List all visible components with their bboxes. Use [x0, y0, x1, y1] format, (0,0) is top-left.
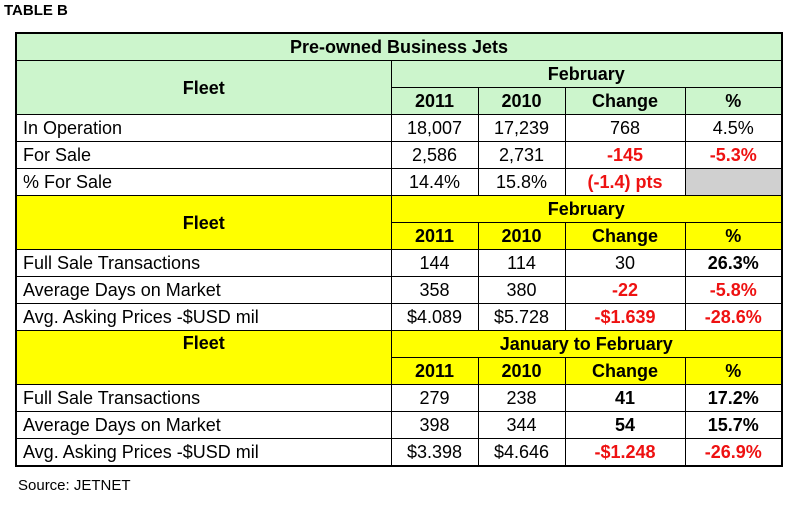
- row-label: Average Days on Market: [15, 276, 392, 304]
- row-label: Average Days on Market: [15, 411, 392, 439]
- col-header-change: Change: [564, 357, 686, 385]
- cell-2010: 15.8%: [477, 168, 566, 196]
- cell-pct-empty: [684, 168, 783, 196]
- col-header-2010: 2010: [477, 222, 566, 250]
- section-2-period: February: [390, 195, 783, 223]
- cell-2010: 17,239: [477, 114, 566, 142]
- col-header-pct: %: [684, 87, 783, 115]
- cell-pct: -5.3%: [684, 141, 783, 169]
- table-row: In Operation 18,007 17,239 768 4.5%: [15, 114, 783, 142]
- table-row: Full Sale Transactions 279 238 41 17.2%: [15, 384, 783, 412]
- cell-pct: 15.7%: [684, 411, 783, 439]
- col-header-2011: 2011: [390, 87, 479, 115]
- row-label: % For Sale: [15, 168, 392, 196]
- cell-change: -145: [564, 141, 686, 169]
- cell-change: (-1.4) pts: [564, 168, 686, 196]
- col-header-change: Change: [564, 222, 686, 250]
- cell-change: 41: [564, 384, 686, 412]
- cell-2011: $4.089: [390, 303, 479, 331]
- cell-2011: 358: [390, 276, 479, 304]
- section-2-header-row: Fleet February: [15, 195, 783, 250]
- row-label: Avg. Asking Prices -$USD mil: [15, 438, 392, 467]
- col-header-pct: %: [684, 222, 783, 250]
- source-note: Source: JETNET: [18, 477, 131, 494]
- table-row: Average Days on Market 358 380 -22 -5.8%: [15, 276, 783, 304]
- cell-2011: 398: [390, 411, 479, 439]
- row-label: Full Sale Transactions: [15, 249, 392, 277]
- section-3-period: January to February: [390, 330, 783, 358]
- cell-pct: -5.8%: [684, 276, 783, 304]
- table-row: Full Sale Transactions 144 114 30 26.3%: [15, 249, 783, 277]
- table-title: Pre-owned Business Jets: [15, 32, 783, 61]
- section-1-fleet-header: Fleet: [15, 60, 392, 115]
- cell-2011: 2,586: [390, 141, 479, 169]
- cell-2010: $4.646: [477, 438, 566, 467]
- cell-2011: 14.4%: [390, 168, 479, 196]
- col-header-change: Change: [564, 87, 686, 115]
- cell-2010: 238: [477, 384, 566, 412]
- jets-table: Pre-owned Business Jets Fleet February 2…: [15, 32, 784, 467]
- section-3-columns-row: 2011 2010 Change %: [16, 357, 783, 385]
- cell-2010: $5.728: [477, 303, 566, 331]
- section-1-header-row: Fleet February: [15, 60, 783, 115]
- table-label: TABLE B: [4, 2, 68, 19]
- col-header-pct: %: [684, 357, 783, 385]
- cell-2011: 18,007: [390, 114, 479, 142]
- cell-pct: 4.5%: [684, 114, 783, 142]
- col-header-2010: 2010: [477, 357, 566, 385]
- row-label: For Sale: [15, 141, 392, 169]
- section-1-period: February: [390, 60, 783, 88]
- cell-change: 768: [564, 114, 686, 142]
- section-2-fleet-header: Fleet: [15, 195, 392, 250]
- row-label: Avg. Asking Prices -$USD mil: [15, 303, 392, 331]
- cell-2011: 144: [390, 249, 479, 277]
- cell-pct: 17.2%: [684, 384, 783, 412]
- col-header-2010: 2010: [477, 87, 566, 115]
- table-row: Average Days on Market 398 344 54 15.7%: [15, 411, 783, 439]
- cell-change: -$1.639: [564, 303, 686, 331]
- cell-pct: 26.3%: [684, 249, 783, 277]
- row-label: In Operation: [15, 114, 392, 142]
- cell-change: -22: [564, 276, 686, 304]
- cell-pct: -26.9%: [684, 438, 783, 467]
- cell-2011: $3.398: [390, 438, 479, 467]
- table-row: Avg. Asking Prices -$USD mil $3.398 $4.6…: [15, 438, 783, 467]
- table-row: % For Sale 14.4% 15.8% (-1.4) pts: [15, 168, 783, 196]
- cell-2010: 380: [477, 276, 566, 304]
- cell-2010: 2,731: [477, 141, 566, 169]
- row-label: Full Sale Transactions: [15, 384, 392, 412]
- col-header-2011: 2011: [390, 357, 479, 385]
- cell-2010: 344: [477, 411, 566, 439]
- cell-change: 30: [564, 249, 686, 277]
- title-row: Pre-owned Business Jets: [15, 32, 783, 61]
- cell-2011: 279: [390, 384, 479, 412]
- section-3-fleet-header: Fleet: [15, 330, 392, 385]
- table-row: Avg. Asking Prices -$USD mil $4.089 $5.7…: [15, 303, 783, 331]
- col-header-2011: 2011: [390, 222, 479, 250]
- cell-change: 54: [564, 411, 686, 439]
- section-3-header-row: Fleet January to February: [15, 330, 783, 385]
- section-2-columns-row: 2011 2010 Change %: [16, 222, 783, 250]
- cell-change: -$1.248: [564, 438, 686, 467]
- cell-2010: 114: [477, 249, 566, 277]
- table-row: For Sale 2,586 2,731 -145 -5.3%: [15, 141, 783, 169]
- cell-pct: -28.6%: [684, 303, 783, 331]
- section-1-columns-row: 2011 2010 Change %: [16, 87, 783, 115]
